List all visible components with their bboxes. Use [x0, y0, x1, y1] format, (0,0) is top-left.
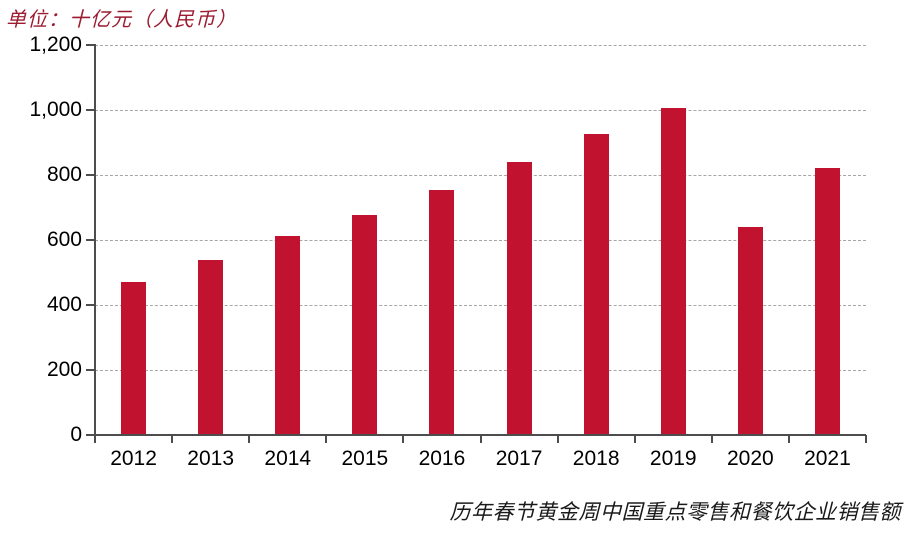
y-axis-tick [86, 109, 95, 111]
y-axis-tick-label: 400 [46, 293, 82, 316]
bar-2021 [814, 168, 840, 435]
unit-label: 单位：十亿元（人民币） [6, 7, 237, 31]
chart-caption: 历年春节黄金周中国重点零售和餐饮企业销售额 [449, 500, 901, 524]
y-axis-tick-label: 0 [70, 423, 82, 446]
x-axis-tick [402, 435, 405, 443]
y-axis-tick [86, 44, 95, 46]
x-axis-tick [633, 435, 636, 443]
x-axis-label-2017: 2017 [495, 447, 543, 470]
y-axis-tick [86, 434, 95, 436]
x-axis-tick [710, 435, 713, 443]
y-axis-tick [86, 239, 95, 241]
x-axis-tick [94, 435, 96, 443]
gridline-1000 [95, 109, 866, 111]
gridline-400 [95, 304, 866, 306]
x-axis-label-2021: 2021 [804, 447, 851, 470]
x-axis-label-2016: 2016 [418, 447, 466, 470]
x-axis-label-2013: 2013 [187, 447, 234, 470]
y-axis-tick-label: 1,200 [29, 33, 82, 56]
y-axis-tick [86, 174, 95, 176]
x-axis-tick [787, 435, 790, 443]
bar-2016 [429, 189, 455, 435]
bar-2012 [121, 282, 147, 435]
x-axis-label-2019: 2019 [649, 447, 697, 470]
y-axis-tick [86, 304, 95, 306]
x-axis-label-2018: 2018 [572, 447, 620, 470]
x-axis-label-2012: 2012 [110, 447, 157, 470]
x-axis-tick [171, 435, 174, 443]
bar-2015 [352, 214, 378, 435]
x-axis-label-2020: 2020 [726, 447, 774, 470]
y-axis-tick-label: 800 [46, 163, 82, 186]
x-axis-tick [865, 435, 867, 443]
x-axis-tick [556, 435, 559, 443]
y-axis-tick-label: 1,000 [29, 98, 82, 121]
y-axis-tick-label: 200 [46, 358, 82, 381]
gridline-800 [95, 174, 866, 176]
bar-2020 [737, 227, 763, 435]
x-axis-label-2015: 2015 [341, 447, 389, 470]
y-axis-tick [86, 369, 95, 371]
y-axis-tick-label: 600 [46, 228, 82, 251]
bar-2019 [660, 108, 686, 435]
x-axis-tick [248, 435, 251, 443]
gridline-200 [95, 369, 866, 371]
bar-2014 [275, 236, 301, 435]
x-axis-tick [479, 435, 482, 443]
x-axis-tick [325, 435, 328, 443]
bar-2013 [198, 259, 224, 435]
y-axis-line [94, 44, 96, 443]
bar-2017 [506, 162, 532, 435]
bar-2018 [583, 134, 609, 435]
gridline-600 [95, 239, 866, 241]
x-axis-label-2014: 2014 [264, 447, 312, 470]
gridline-1200 [95, 44, 866, 46]
